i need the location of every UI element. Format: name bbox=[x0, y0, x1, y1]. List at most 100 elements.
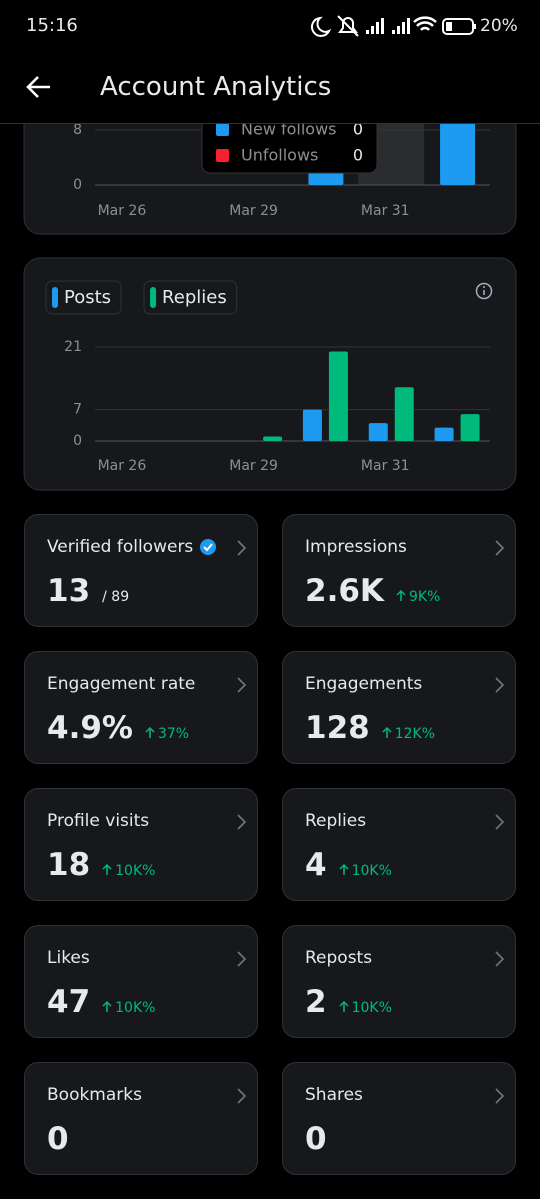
legend-item: Posts bbox=[45, 280, 122, 315]
metric-change: 9K% bbox=[396, 589, 440, 605]
metric-card[interactable]: Likes 47 10K% bbox=[24, 925, 258, 1038]
legend-swatch bbox=[216, 123, 229, 136]
metric-value: 4 10K% bbox=[305, 847, 392, 883]
metric-label: Impressions bbox=[305, 537, 407, 557]
chevron bbox=[495, 951, 505, 967]
metric-change-text: 10K% bbox=[115, 863, 156, 879]
title: Account Analytics bbox=[100, 72, 332, 102]
tooltip-value: 0 bbox=[353, 120, 363, 139]
metric-value: 0 bbox=[305, 1121, 327, 1157]
metric-value: 13 / 89 bbox=[47, 573, 129, 609]
up-arrow bbox=[145, 726, 155, 738]
metric-change-text: 10K% bbox=[351, 863, 392, 879]
posts-card bbox=[23, 257, 517, 491]
metric-number: 0 bbox=[305, 1121, 327, 1157]
metric-change-text: 10K% bbox=[351, 1000, 392, 1016]
metric-value: 2 10K% bbox=[305, 984, 392, 1020]
metric-label: Engagement rate bbox=[47, 674, 195, 694]
up-arrow bbox=[382, 726, 392, 738]
y-tick-label: 7 bbox=[73, 402, 82, 418]
metric-card[interactable]: Reposts 2 10K% bbox=[282, 925, 516, 1038]
metric-value: 2.6K 9K% bbox=[305, 573, 440, 609]
legend-item: Replies bbox=[143, 280, 238, 315]
metric-number: 2.6K bbox=[305, 573, 384, 609]
y-tick-label: 0 bbox=[73, 177, 82, 193]
metric-label: Shares bbox=[305, 1085, 363, 1105]
metric-number: 4 bbox=[305, 847, 327, 883]
metric-value: 128 12K% bbox=[305, 710, 435, 746]
metric-change-text: 12K% bbox=[394, 726, 436, 742]
metric-label-text: Profile visits bbox=[47, 811, 150, 831]
bar bbox=[394, 387, 414, 441]
up-arrow bbox=[339, 1000, 349, 1012]
chevron bbox=[237, 540, 247, 556]
metric-label: Profile visits bbox=[47, 811, 149, 831]
legend-swatch bbox=[216, 149, 229, 162]
x-tick-label: Mar 26 bbox=[98, 203, 147, 219]
legend-label: Unfollows bbox=[241, 146, 318, 165]
bar bbox=[263, 436, 283, 441]
metric-label-text: Reposts bbox=[305, 948, 373, 968]
up-arrow bbox=[102, 1000, 112, 1012]
metric-card[interactable]: Engagement rate 4.9% 37% bbox=[24, 651, 258, 764]
up-arrow bbox=[396, 589, 406, 601]
metric-card[interactable]: Impressions 2.6K 9K% bbox=[282, 514, 516, 627]
metric-change-text: 10K% bbox=[115, 1000, 156, 1016]
legend-chip bbox=[45, 280, 122, 315]
metric-label: Likes bbox=[47, 948, 90, 968]
metric-label: Verified followers bbox=[47, 537, 217, 557]
metric-change: 10K% bbox=[339, 1000, 392, 1016]
x-tick-label: Mar 31 bbox=[361, 458, 410, 474]
metric-label-text: Shares bbox=[305, 1085, 363, 1105]
metric-label-text: Bookmarks bbox=[47, 1085, 142, 1105]
metric-card[interactable]: Bookmarks 0 bbox=[24, 1062, 258, 1175]
back-button[interactable] bbox=[24, 72, 54, 102]
metric-label: Reposts bbox=[305, 948, 372, 968]
metric-change: 10K% bbox=[102, 1000, 155, 1016]
legend-label: Posts bbox=[64, 287, 111, 308]
bar bbox=[434, 427, 454, 441]
up-arrow bbox=[339, 863, 349, 875]
metric-total: / 89 bbox=[102, 589, 130, 605]
metric-label: Replies bbox=[305, 811, 366, 831]
bar bbox=[368, 423, 388, 441]
x-tick-label: Mar 31 bbox=[361, 203, 410, 219]
metric-number: 128 bbox=[305, 710, 370, 746]
header: Account Analytics bbox=[0, 52, 540, 124]
battery: 20% bbox=[480, 16, 518, 36]
chevron bbox=[237, 951, 247, 967]
metric-label: Engagements bbox=[305, 674, 422, 694]
metric-label-text: Engagement rate bbox=[47, 674, 196, 694]
metric-number: 18 bbox=[47, 847, 91, 883]
legend-label: Replies bbox=[162, 287, 227, 308]
metric-label-text: Engagements bbox=[305, 674, 423, 694]
chevron bbox=[237, 814, 247, 830]
legend-label: New follows bbox=[241, 120, 337, 139]
metric-label-text: Replies bbox=[305, 811, 367, 831]
metric-card[interactable]: Replies 4 10K% bbox=[282, 788, 516, 901]
metric-number: 2 bbox=[305, 984, 327, 1020]
metric-change: 10K% bbox=[102, 863, 155, 879]
tooltip-value: 0 bbox=[353, 146, 363, 165]
info-icon[interactable] bbox=[475, 282, 493, 300]
verified-badge bbox=[200, 539, 217, 555]
metric-card[interactable]: Engagements 128 12K% bbox=[282, 651, 516, 764]
metric-value: 4.9% 37% bbox=[47, 710, 189, 746]
metric-card[interactable]: Profile visits 18 10K% bbox=[24, 788, 258, 901]
metric-label: Bookmarks bbox=[47, 1085, 142, 1105]
time: 15:16 bbox=[26, 15, 78, 36]
x-tick-label: Mar 26 bbox=[98, 458, 147, 474]
chevron bbox=[237, 1088, 247, 1104]
metric-number: 4.9% bbox=[47, 710, 133, 746]
chevron bbox=[237, 677, 247, 693]
metric-value: 47 10K% bbox=[47, 984, 155, 1020]
metric-card[interactable]: Verified followers 13 / 89 bbox=[24, 514, 258, 627]
metric-change: 37% bbox=[145, 726, 189, 742]
bar bbox=[302, 409, 322, 441]
metric-card[interactable]: Shares 0 bbox=[282, 1062, 516, 1175]
metric-number: 13 bbox=[47, 573, 91, 609]
chevron bbox=[495, 677, 505, 693]
metric-value: 18 10K% bbox=[47, 847, 155, 883]
metric-change: 12K% bbox=[382, 726, 435, 742]
